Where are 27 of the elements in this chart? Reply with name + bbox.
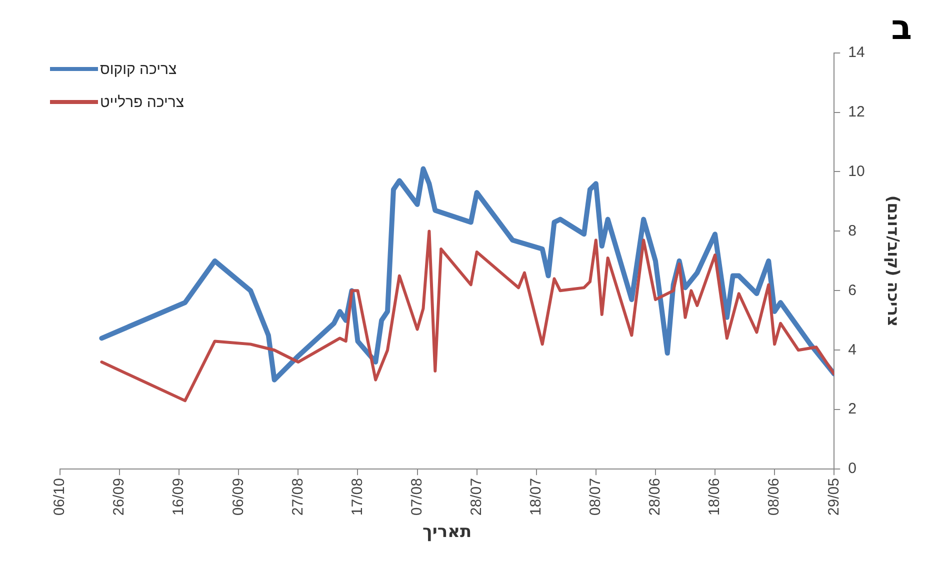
legend-label: צריכה פרלייט	[100, 94, 184, 111]
x-tick-label: 08/06	[766, 478, 783, 516]
y-tick-label: 4	[848, 341, 856, 358]
x-tick-label: 06/10	[51, 478, 68, 516]
x-axis-title: תאריך	[422, 522, 472, 542]
y-tick-label: 10	[848, 162, 865, 180]
y-tick-label: 0	[848, 460, 856, 478]
x-tick-label: 18/06	[706, 478, 724, 516]
y-tick-label: 12	[848, 103, 865, 120]
x-tick-label: 29/05	[825, 478, 842, 516]
y-tick-label: 6	[848, 282, 856, 299]
x-tick-label: 28/06	[646, 478, 664, 516]
x-tick-label: 16/09	[170, 478, 188, 516]
x-tick-label: 07/08	[408, 478, 426, 516]
y-tick-label: 8	[848, 222, 856, 240]
chart-title: ב	[891, 8, 912, 48]
y-tick-label: 2	[848, 400, 856, 418]
x-tick-label: 08/07	[587, 478, 604, 516]
y-axis-title: צריכה (קוב/דונם)	[884, 195, 904, 327]
x-tick-label: 27/08	[289, 478, 306, 516]
y-tick-label: 14	[848, 44, 865, 61]
x-tick-label: 28/07	[468, 478, 485, 516]
legend-label: צריכה קוקוס	[100, 60, 177, 78]
x-tick-label: 18/07	[528, 478, 545, 516]
x-tick-label: 17/08	[348, 478, 366, 516]
x-tick-label: 06/09	[230, 478, 247, 516]
x-tick-label: 26/09	[110, 478, 128, 516]
